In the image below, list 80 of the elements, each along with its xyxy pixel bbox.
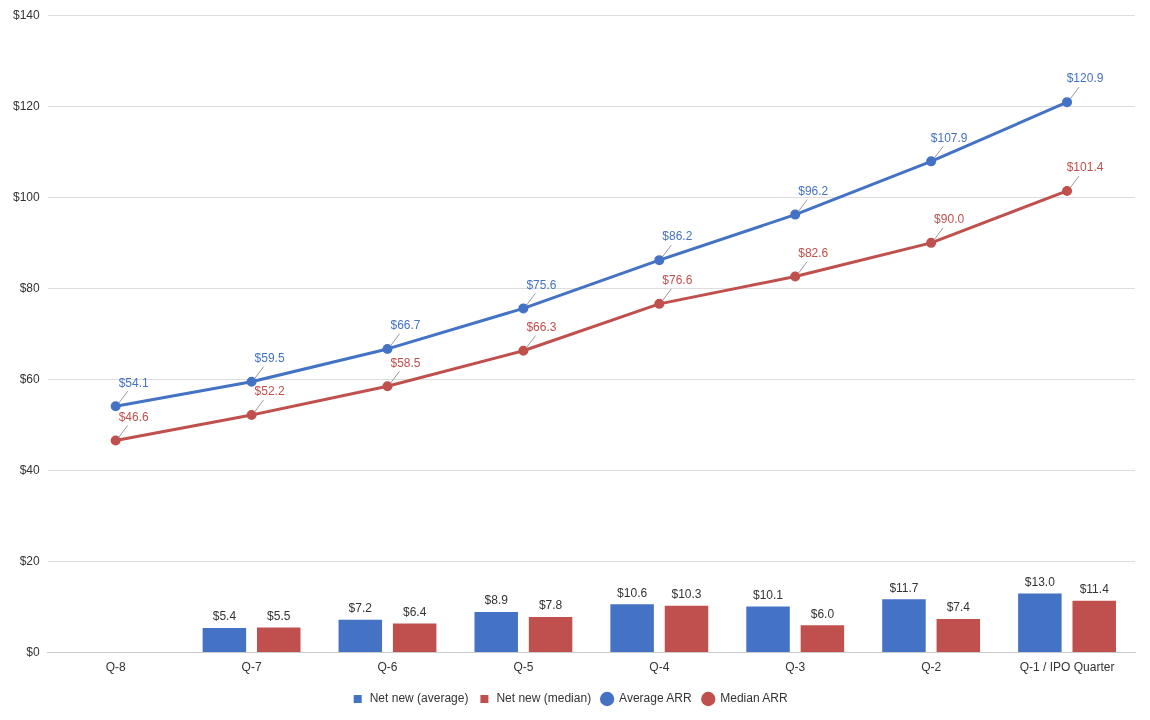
- x-tick-label: Q-4: [649, 660, 670, 675]
- data-label: $86.2: [662, 229, 693, 244]
- x-tick-label: Q-1 / IPO Quarter: [1019, 660, 1115, 675]
- bar: [664, 605, 709, 653]
- point: [1062, 97, 1073, 108]
- data-label: $66.7: [390, 318, 421, 333]
- data-label: $8.9: [484, 593, 509, 608]
- data-label: $7.8: [538, 598, 563, 613]
- point: [790, 209, 801, 220]
- point: [926, 156, 937, 167]
- point: [654, 255, 665, 266]
- data-label: $101.4: [1066, 160, 1104, 175]
- data-label: $76.6: [662, 273, 693, 288]
- data-label: $46.6: [118, 409, 149, 424]
- point: [926, 237, 937, 248]
- bar: [882, 599, 926, 653]
- data-label: $10.6: [617, 585, 648, 600]
- point: [654, 298, 665, 309]
- point: [246, 376, 257, 387]
- point: [790, 271, 801, 282]
- y-tick-label: $0: [26, 644, 41, 659]
- bar: [474, 612, 518, 653]
- y-tick-label: $120: [12, 98, 41, 113]
- data-label: $52.2: [254, 384, 285, 399]
- point: [1062, 185, 1073, 196]
- data-label: $6.4: [402, 604, 427, 619]
- x-tick-label: Q-8: [105, 660, 126, 675]
- y-tick-label: $80: [19, 280, 41, 295]
- point: [382, 381, 393, 392]
- y-tick-label: $140: [12, 7, 41, 22]
- data-label: $82.6: [798, 245, 829, 260]
- point: [382, 343, 393, 354]
- legend-label: Net new (median): [496, 691, 592, 706]
- point: [518, 303, 529, 314]
- data-label: $5.5: [267, 608, 291, 623]
- data-label: $11.7: [889, 580, 919, 595]
- legend-label: Net new (average): [369, 691, 469, 706]
- data-label: $75.6: [526, 277, 557, 292]
- bar: [746, 606, 790, 653]
- data-label: $6.0: [810, 606, 835, 621]
- y-tick-label: $60: [19, 371, 41, 386]
- data-label: $7.4: [946, 600, 971, 615]
- data-label: $90.0: [934, 212, 965, 227]
- bar: [392, 623, 437, 653]
- bar: [610, 604, 654, 653]
- point: [110, 401, 121, 412]
- bar: [338, 619, 383, 653]
- data-label: $96.2: [798, 183, 829, 198]
- x-tick-label: Q-3: [785, 660, 806, 675]
- bar: [1018, 593, 1062, 653]
- y-tick-label: $40: [19, 462, 41, 477]
- data-label: $7.2: [348, 601, 373, 616]
- bar: [528, 617, 573, 653]
- bar: [202, 628, 247, 653]
- legend-label: Median ARR: [720, 691, 788, 706]
- legend-label: Average ARR: [619, 691, 692, 706]
- data-label: $66.3: [526, 320, 557, 335]
- bar: [936, 618, 981, 653]
- x-tick-label: Q-5: [513, 660, 534, 675]
- data-label: $107.9: [930, 130, 968, 145]
- point: [518, 345, 529, 356]
- x-tick-label: Q-2: [921, 660, 942, 675]
- x-tick-label: Q-7: [241, 660, 262, 675]
- data-label: $59.5: [254, 351, 285, 366]
- data-label: $10.1: [753, 587, 784, 602]
- data-label: $58.5: [390, 355, 421, 370]
- data-label: $5.4: [212, 609, 237, 624]
- data-label: $54.1: [118, 375, 149, 390]
- data-label: $120.9: [1066, 71, 1104, 86]
- bar: [257, 627, 301, 653]
- point: [110, 435, 121, 446]
- point: [246, 409, 257, 420]
- y-tick-label: $20: [19, 553, 41, 568]
- bar: [1072, 600, 1116, 653]
- data-label: $13.0: [1024, 574, 1056, 589]
- data-label: $11.4: [1079, 582, 1110, 597]
- bar: [800, 625, 845, 653]
- x-tick-label: Q-6: [377, 660, 398, 675]
- data-label: $10.3: [671, 587, 702, 602]
- y-tick-label: $100: [12, 189, 41, 204]
